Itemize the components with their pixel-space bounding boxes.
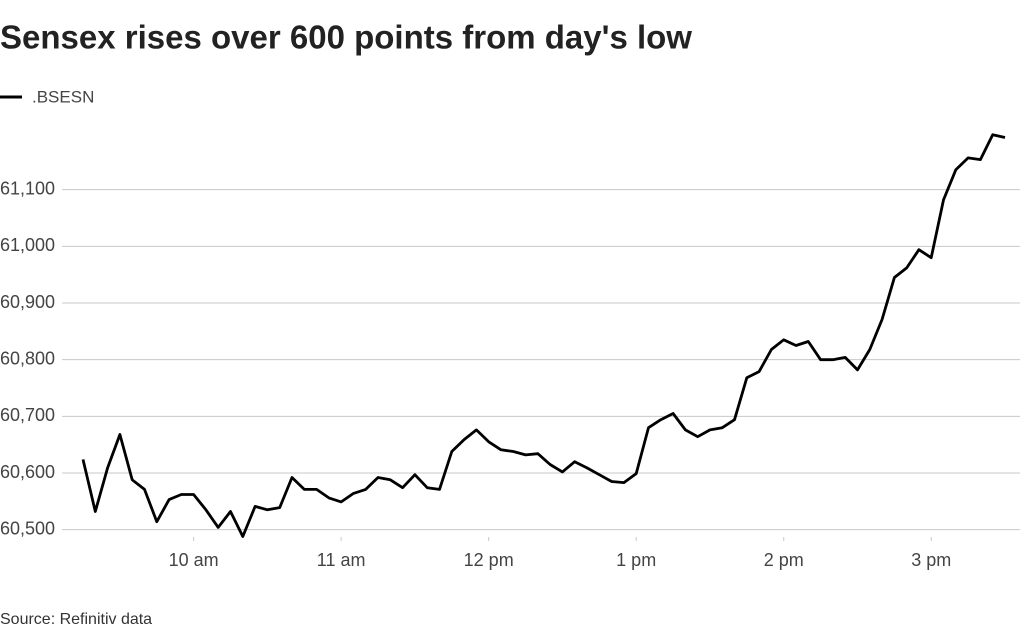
y-tick-label: 60,500 [0, 518, 55, 538]
y-tick-label: 60,600 [0, 462, 55, 482]
x-tick-label: 11 am [317, 550, 366, 570]
y-tick-label: 60,900 [0, 292, 55, 312]
x-tick-label: 2 pm [764, 550, 804, 570]
x-tick-label: 1 pm [616, 550, 656, 570]
y-tick-label: 61,000 [0, 235, 55, 255]
y-tick-label: 60,800 [0, 348, 55, 368]
line-series [81, 133, 1006, 538]
y-tick-label: 60,700 [0, 405, 55, 425]
x-tick-label: 10 am [169, 550, 219, 570]
x-tick-label: 3 pm [911, 550, 951, 570]
source-note: Source: Refinitiv data [0, 611, 152, 628]
y-tick-label: 61,100 [0, 178, 55, 198]
chart-title: Sensex rises over 600 points from day's … [0, 19, 692, 56]
x-tick-label: 12 pm [464, 550, 514, 570]
legend-label: .BSESN [32, 87, 94, 106]
